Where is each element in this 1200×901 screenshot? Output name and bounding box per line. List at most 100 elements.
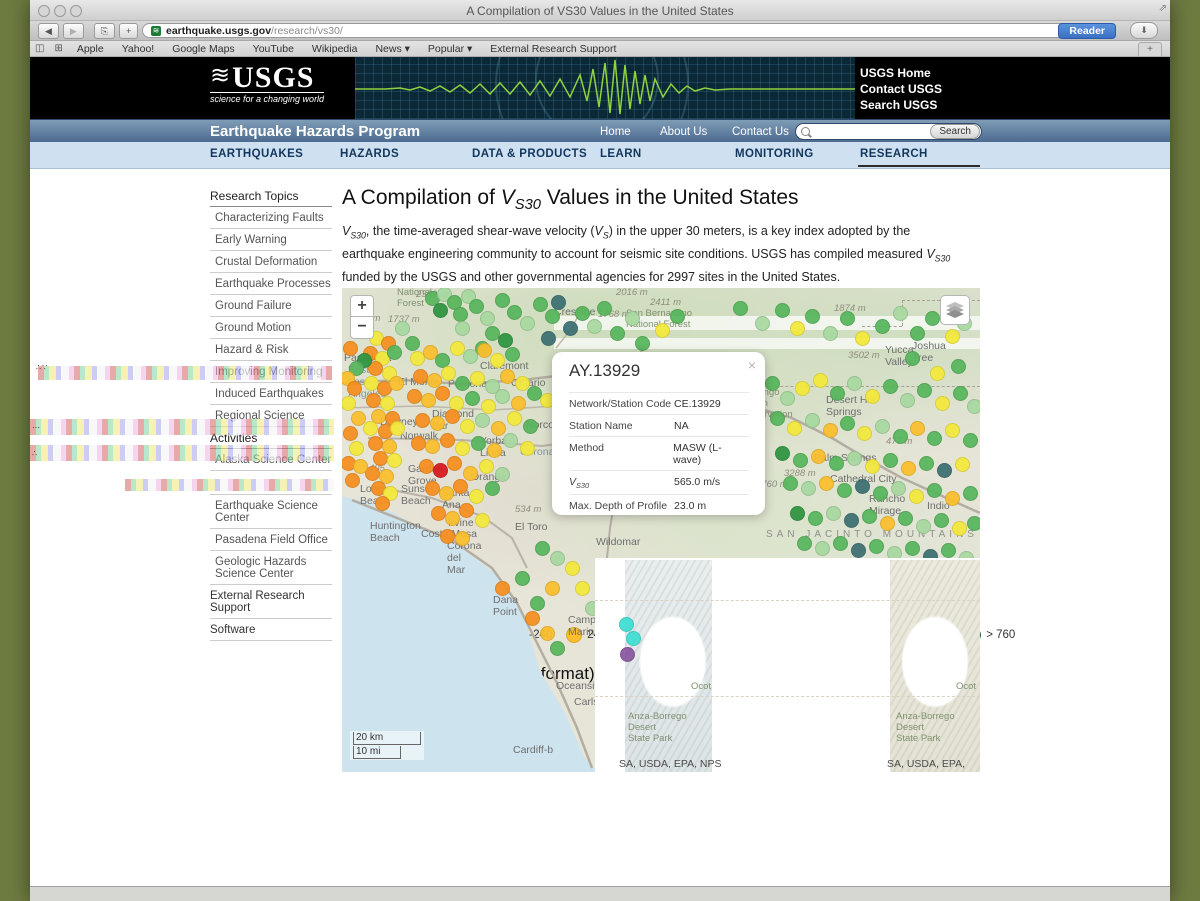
bookmark-item[interactable]: Apple — [76, 42, 104, 55]
sidebar-item-earthquake-processes[interactable]: Earthquake Processes — [210, 273, 332, 295]
map-dot[interactable] — [875, 419, 890, 434]
map-dot[interactable] — [523, 419, 538, 434]
map-dot[interactable] — [635, 336, 650, 351]
map-dot[interactable] — [469, 489, 484, 504]
downloads-button[interactable]: ⬇ — [1130, 22, 1158, 39]
map-dot[interactable] — [435, 386, 450, 401]
map-dot[interactable] — [475, 513, 490, 528]
map-dot[interactable] — [833, 536, 848, 551]
map-dot[interactable] — [808, 511, 823, 526]
map-dot[interactable] — [862, 509, 877, 524]
map-dot[interactable] — [353, 459, 368, 474]
sidebar-item-external-research-support[interactable]: External Research Support — [210, 585, 332, 619]
map-dot[interactable] — [535, 541, 550, 556]
map-dot[interactable] — [505, 347, 520, 362]
map-dot[interactable] — [805, 413, 820, 428]
map-dot[interactable] — [893, 429, 908, 444]
window-close-button[interactable] — [38, 5, 50, 17]
map-dot[interactable] — [905, 351, 920, 366]
map-dot[interactable] — [655, 323, 670, 338]
map-dot[interactable] — [445, 409, 460, 424]
map-dot[interactable] — [563, 321, 578, 336]
map-dot[interactable] — [411, 436, 426, 451]
map-dot[interactable] — [389, 376, 404, 391]
map-dot[interactable] — [805, 309, 820, 324]
map-dot[interactable] — [387, 345, 402, 360]
sidebar-item-crustal-deformation[interactable]: Crustal Deformation — [210, 251, 332, 273]
map-dot[interactable] — [490, 353, 505, 368]
map-dot[interactable] — [625, 311, 640, 326]
map-dot[interactable] — [945, 491, 960, 506]
map-dot[interactable] — [851, 543, 866, 558]
map-dot[interactable] — [485, 326, 500, 341]
map-dot[interactable] — [823, 326, 838, 341]
map-dot[interactable] — [855, 331, 870, 346]
map-dot[interactable] — [441, 366, 456, 381]
map-dot[interactable] — [491, 421, 506, 436]
reading-list-icon[interactable]: ◫ — [35, 43, 45, 54]
map-dot[interactable] — [470, 371, 485, 386]
map-dot[interactable] — [485, 481, 500, 496]
map-dot[interactable] — [790, 506, 805, 521]
bookmark-item[interactable]: Wikipedia — [311, 42, 358, 55]
map-dot[interactable] — [520, 441, 535, 456]
map-dot[interactable] — [525, 611, 540, 626]
map-dot[interactable] — [910, 326, 925, 341]
map-dot[interactable] — [880, 516, 895, 531]
new-tab-button[interactable]: + — [119, 23, 139, 39]
map-dot[interactable] — [447, 456, 462, 471]
map-dot[interactable] — [463, 349, 478, 364]
map-dot[interactable] — [366, 393, 381, 408]
open-tab-button[interactable]: + — [1138, 42, 1162, 56]
map-dot[interactable] — [819, 476, 834, 491]
usgs-home-link[interactable]: USGS Home — [860, 66, 931, 80]
sidebar-item-earthquake-science-center[interactable]: Earthquake Science Center — [210, 495, 332, 529]
window-minimize-button[interactable] — [54, 5, 66, 17]
map-dot[interactable] — [430, 416, 445, 431]
map-dot[interactable] — [898, 511, 913, 526]
map-dot[interactable] — [610, 326, 625, 341]
map-dot[interactable] — [425, 481, 440, 496]
map-dot[interactable] — [500, 369, 515, 384]
map-dot[interactable] — [413, 369, 428, 384]
forward-button[interactable]: ▶ — [62, 23, 84, 39]
map-dot[interactable] — [495, 293, 510, 308]
map-dot[interactable] — [527, 386, 542, 401]
sidebar-item-glitched[interactable] — [210, 471, 332, 495]
map-dot[interactable] — [813, 373, 828, 388]
bookmark-folder-news[interactable]: News ▾ — [375, 42, 410, 55]
map-dot[interactable] — [910, 421, 925, 436]
map-dot[interactable] — [930, 366, 945, 381]
ehp-home-link[interactable]: Home — [600, 126, 631, 138]
search-usgs-link[interactable]: Search USGS — [860, 98, 938, 112]
map-dot[interactable] — [780, 391, 795, 406]
map-dot[interactable] — [875, 319, 890, 334]
map-dot[interactable] — [455, 321, 470, 336]
map-dot[interactable] — [425, 439, 440, 454]
sidebar-item-hazard-risk[interactable]: Hazard & Risk — [210, 339, 332, 361]
map-dot[interactable] — [893, 306, 908, 321]
map-dot[interactable] — [855, 479, 870, 494]
map-dot[interactable] — [503, 433, 518, 448]
map-dot[interactable] — [967, 516, 980, 531]
map-dot[interactable] — [395, 321, 410, 336]
map-dot[interactable] — [455, 441, 470, 456]
sidebar-item-characterizing-faults[interactable]: Characterizing Faults — [210, 207, 332, 229]
map-dot[interactable] — [840, 416, 855, 431]
map-dot[interactable] — [439, 486, 454, 501]
zoom-in-button[interactable]: + — [350, 295, 374, 317]
map-dot[interactable] — [927, 483, 942, 498]
map-dot[interactable] — [421, 393, 436, 408]
map-dot[interactable] — [495, 467, 510, 482]
map-dot[interactable] — [551, 295, 566, 310]
bookmark-item[interactable]: External Research Support — [490, 42, 617, 55]
map-dot[interactable] — [545, 581, 560, 596]
map-dot[interactable] — [826, 506, 841, 521]
expand-icon[interactable]: ⇗ — [1158, 3, 1168, 14]
map-dot[interactable] — [363, 421, 378, 436]
map-dot[interactable] — [520, 316, 535, 331]
map-dot[interactable] — [515, 376, 530, 391]
map-dot[interactable] — [373, 451, 388, 466]
map-dot[interactable] — [811, 449, 826, 464]
